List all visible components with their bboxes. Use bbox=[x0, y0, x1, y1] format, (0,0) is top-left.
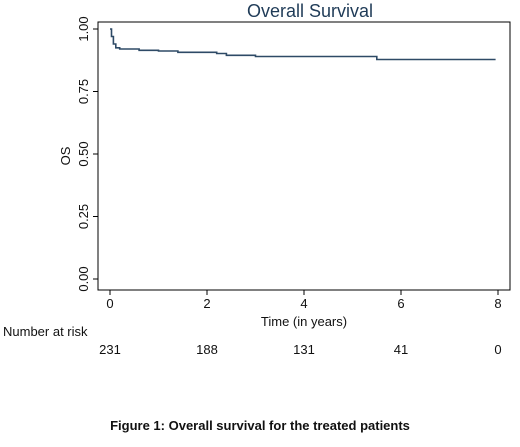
y-tick-label: 0.25 bbox=[76, 204, 91, 229]
chart-title: Overall Survival bbox=[247, 1, 373, 21]
risk-value: 0 bbox=[494, 342, 501, 357]
figure-caption: Figure 1: Overall survival for the treat… bbox=[110, 418, 410, 433]
y-tick-label: 0.00 bbox=[76, 266, 91, 291]
risk-table-values: 231 188 131 41 0 bbox=[99, 342, 501, 357]
x-tick-label: 2 bbox=[203, 296, 210, 311]
x-tick-label: 6 bbox=[397, 296, 404, 311]
risk-table-label: Number at risk bbox=[3, 324, 88, 339]
y-tick-label: 0.75 bbox=[76, 79, 91, 104]
x-axis-label: Time (in years) bbox=[261, 314, 347, 329]
plot-frame bbox=[97, 21, 511, 291]
risk-value: 188 bbox=[196, 342, 218, 357]
series-line-0 bbox=[110, 28, 496, 61]
x-tick-label: 4 bbox=[300, 296, 307, 311]
y-tick-label: 1.00 bbox=[76, 16, 91, 41]
risk-value: 131 bbox=[293, 342, 315, 357]
risk-value: 41 bbox=[394, 342, 408, 357]
x-tick-label: 0 bbox=[106, 296, 113, 311]
y-tick-label: 0.50 bbox=[76, 141, 91, 166]
axes: 0.00 0.25 0.50 0.75 1.00 0 2 4 6 8 bbox=[76, 16, 511, 311]
x-tick-label: 8 bbox=[494, 296, 501, 311]
series-layer bbox=[110, 28, 496, 61]
risk-value: 231 bbox=[99, 342, 121, 357]
y-axis-label: OS bbox=[58, 146, 73, 165]
